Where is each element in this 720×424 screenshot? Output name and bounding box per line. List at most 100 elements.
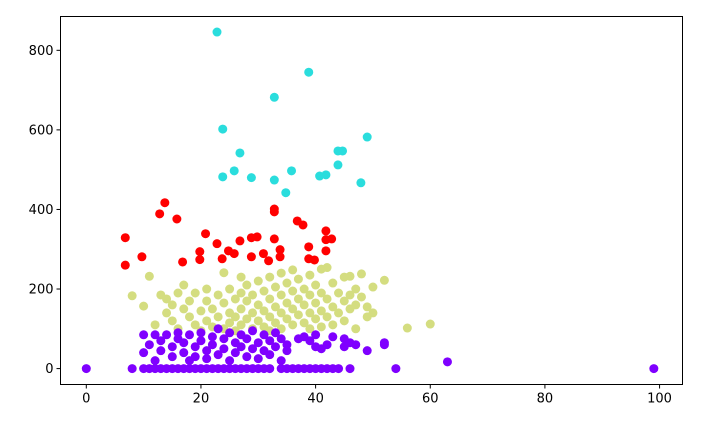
- point-series-3: [270, 342, 280, 352]
- point-series-3: [270, 328, 280, 338]
- point-series-2: [213, 312, 223, 322]
- point-series-2: [162, 308, 172, 318]
- point-series-2: [225, 318, 235, 328]
- point-series-2: [316, 306, 326, 316]
- point-series-3: [173, 328, 183, 338]
- point-series-2: [345, 290, 355, 300]
- point-series-2: [293, 310, 303, 320]
- point-series-1: [264, 256, 274, 266]
- point-series-2: [356, 269, 366, 279]
- point-series-2: [305, 324, 315, 334]
- point-series-2: [425, 319, 435, 329]
- point-series-1: [298, 220, 308, 230]
- point-series-2: [270, 318, 280, 328]
- point-series-2: [236, 320, 246, 330]
- point-series-2: [242, 296, 252, 306]
- point-series-3: [248, 344, 258, 354]
- point-series-2: [173, 288, 183, 298]
- point-series-3: [167, 342, 177, 352]
- point-series-3: [259, 330, 269, 340]
- point-series-2: [236, 304, 246, 314]
- point-series-1: [309, 255, 319, 265]
- point-series-2: [276, 308, 286, 318]
- point-series-3: [379, 338, 389, 348]
- point-series-3: [649, 364, 659, 374]
- point-series-3: [236, 342, 246, 352]
- point-series-3: [242, 334, 252, 344]
- point-series-0: [304, 67, 314, 77]
- point-series-2: [230, 312, 240, 322]
- point-series-3: [265, 350, 275, 360]
- point-series-2: [248, 290, 258, 300]
- x-tick-label: 0: [82, 392, 90, 407]
- point-series-0: [218, 172, 228, 182]
- point-series-3: [242, 352, 252, 362]
- point-series-2: [162, 294, 172, 304]
- point-series-3: [276, 334, 286, 344]
- point-series-2: [293, 294, 303, 304]
- point-series-2: [184, 312, 194, 322]
- point-series-2: [179, 304, 189, 314]
- point-series-0: [333, 160, 343, 170]
- point-series-2: [288, 320, 298, 330]
- point-series-3: [219, 334, 229, 344]
- point-series-2: [230, 294, 240, 304]
- point-series-2: [259, 286, 269, 296]
- point-series-3: [184, 330, 194, 340]
- y-tick-label: 600: [29, 123, 54, 138]
- point-series-0: [338, 146, 348, 156]
- point-series-3: [127, 364, 137, 374]
- point-series-3: [253, 338, 263, 348]
- point-series-2: [368, 308, 378, 318]
- point-series-3: [207, 340, 217, 350]
- point-series-2: [248, 308, 258, 318]
- point-series-1: [269, 207, 279, 217]
- point-series-3: [328, 332, 338, 342]
- y-axis: 0 200 400 600 800: [29, 44, 61, 377]
- point-series-2: [213, 290, 223, 300]
- point-series-2: [167, 300, 177, 310]
- point-series-2: [253, 276, 263, 286]
- point-series-3: [179, 338, 189, 348]
- point-series-2: [299, 300, 309, 310]
- point-series-2: [236, 288, 246, 298]
- y-tick-label: 400: [29, 203, 54, 218]
- point-series-1: [252, 232, 262, 242]
- point-series-2: [311, 314, 321, 324]
- point-series-2: [190, 320, 200, 330]
- point-series-2: [282, 298, 292, 308]
- point-series-1: [212, 239, 222, 249]
- point-series-3: [345, 364, 355, 374]
- point-series-2: [322, 312, 332, 322]
- scatter-points: [81, 27, 659, 374]
- point-series-2: [288, 304, 298, 314]
- point-series-2: [351, 300, 361, 310]
- point-series-0: [281, 188, 291, 198]
- x-tick-label: 100: [647, 392, 672, 407]
- point-series-0: [362, 132, 372, 142]
- point-series-2: [242, 314, 252, 324]
- point-series-2: [328, 302, 338, 312]
- point-series-2: [328, 278, 338, 288]
- point-series-2: [219, 298, 229, 308]
- point-series-3: [190, 352, 200, 362]
- point-series-1: [327, 234, 337, 244]
- point-series-1: [195, 255, 205, 265]
- point-series-2: [236, 272, 246, 282]
- point-series-2: [253, 316, 263, 326]
- point-series-3: [442, 357, 452, 367]
- point-series-2: [202, 316, 212, 326]
- point-series-3: [351, 340, 361, 350]
- point-series-2: [351, 284, 361, 294]
- point-series-2: [316, 288, 326, 298]
- point-series-2: [202, 296, 212, 306]
- point-series-3: [225, 356, 235, 366]
- y-tick-label: 200: [29, 283, 54, 298]
- point-series-1: [160, 198, 170, 208]
- point-series-3: [265, 336, 275, 346]
- point-series-3: [391, 364, 401, 374]
- point-series-1: [246, 252, 256, 262]
- x-tick-label: 80: [537, 392, 554, 407]
- point-series-3: [225, 328, 235, 338]
